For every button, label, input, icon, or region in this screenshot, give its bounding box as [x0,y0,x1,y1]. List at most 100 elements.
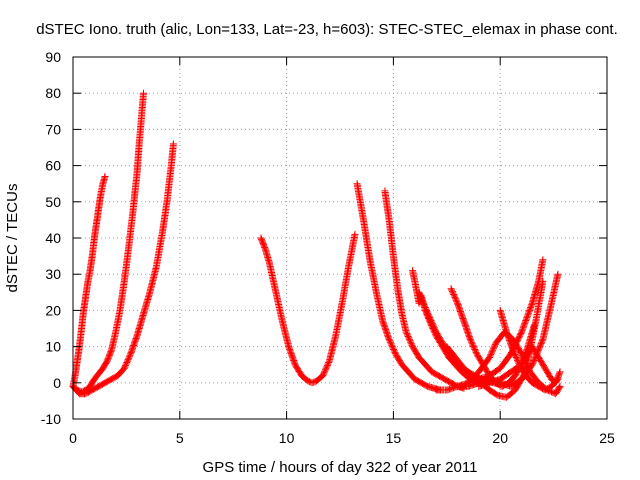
data-point [388,343,396,351]
x-tick-label: 0 [69,430,77,446]
data-point [510,349,518,357]
data-point [351,230,359,238]
data-point [425,312,433,320]
data-point [324,360,332,368]
data-point [489,345,497,353]
tick-labels: 0 5 10 15 20 25 -10 0 10 20 30 40 50 60 70 80 90 [41,49,615,446]
y-tick-label: 70 [45,121,61,137]
data-point [390,346,398,353]
axis-ticks [72,56,608,420]
x-tick-label: 15 [386,430,402,446]
data-point [523,312,531,320]
data-point [405,335,413,343]
data-point [453,298,461,306]
data-point [555,384,563,392]
y-tick-label: 60 [45,158,61,174]
data-point [431,325,439,333]
data-point [447,285,455,293]
data-point [389,344,397,352]
data-point [402,328,410,336]
data-point [430,322,438,330]
data-point [404,333,412,340]
data-point [470,344,478,352]
data-point [539,256,547,264]
y-tick-label: 40 [45,230,61,246]
data-point [509,346,517,354]
data-point [390,347,398,355]
data-point [553,376,561,384]
series-6 [381,187,468,392]
data-point [468,338,476,346]
data-point [123,359,131,366]
data-points [69,89,564,401]
data-point [449,289,457,297]
y-tick-label: 90 [45,49,61,65]
data-point [448,288,456,296]
series-1 [69,173,109,390]
data-point [325,359,333,366]
data-point [319,372,327,380]
data-point [520,321,528,329]
x-tick-label: 5 [176,430,184,446]
data-point [513,355,521,363]
data-point [491,342,499,350]
data-point [419,299,427,307]
series-4 [257,230,359,387]
data-point [403,330,411,338]
data-point [387,340,395,348]
series-15 [496,306,562,394]
data-point [424,309,432,317]
data-point [466,335,474,343]
data-point [467,337,475,345]
data-point [386,338,394,346]
y-tick-label: 10 [45,339,61,355]
data-point [488,348,496,356]
data-point [320,369,328,377]
data-point [426,314,434,322]
y-axis-label: dSTEC / TECUs [4,184,21,293]
y-tick-label: -10 [41,411,61,427]
x-tick-label: 20 [492,430,508,446]
data-point [404,331,411,339]
data-point [323,363,331,371]
data-point [423,308,431,316]
data-point [489,346,497,354]
data-point [452,296,460,304]
y-tick-label: 50 [45,194,61,210]
data-point [556,368,564,376]
series-7 [409,267,485,387]
data-point [514,356,521,364]
series-14 [475,343,564,390]
data-point [122,360,130,368]
data-point [554,375,562,383]
chart-title: dSTEC Iono. truth (alic, Lon=133, Lat=-2… [36,21,618,38]
data-point [512,354,520,361]
data-point [407,340,415,348]
data-point [486,352,494,360]
data-point [122,361,129,369]
y-tick-label: 30 [45,266,61,282]
data-point [450,291,458,298]
data-point [385,335,393,343]
data-point [448,286,456,294]
data-point [120,364,128,372]
x-axis-label: GPS time / hours of day 322 of year 2011 [203,459,478,476]
y-tick-label: 20 [45,302,61,318]
data-point [429,321,437,329]
data-point [101,173,109,180]
x-tick-label: 25 [599,430,615,446]
data-point [125,353,133,361]
data-point [510,348,518,356]
data-point [487,349,495,357]
data-point [486,354,493,361]
data-point [511,351,519,359]
data-point [140,89,147,97]
data-point [169,140,177,148]
data-point [451,293,459,301]
data-point [471,347,479,355]
data-point [470,343,477,351]
data-point [514,358,522,366]
y-tick-label: 0 [53,375,61,391]
data-point [556,382,564,390]
data-point [420,301,428,309]
